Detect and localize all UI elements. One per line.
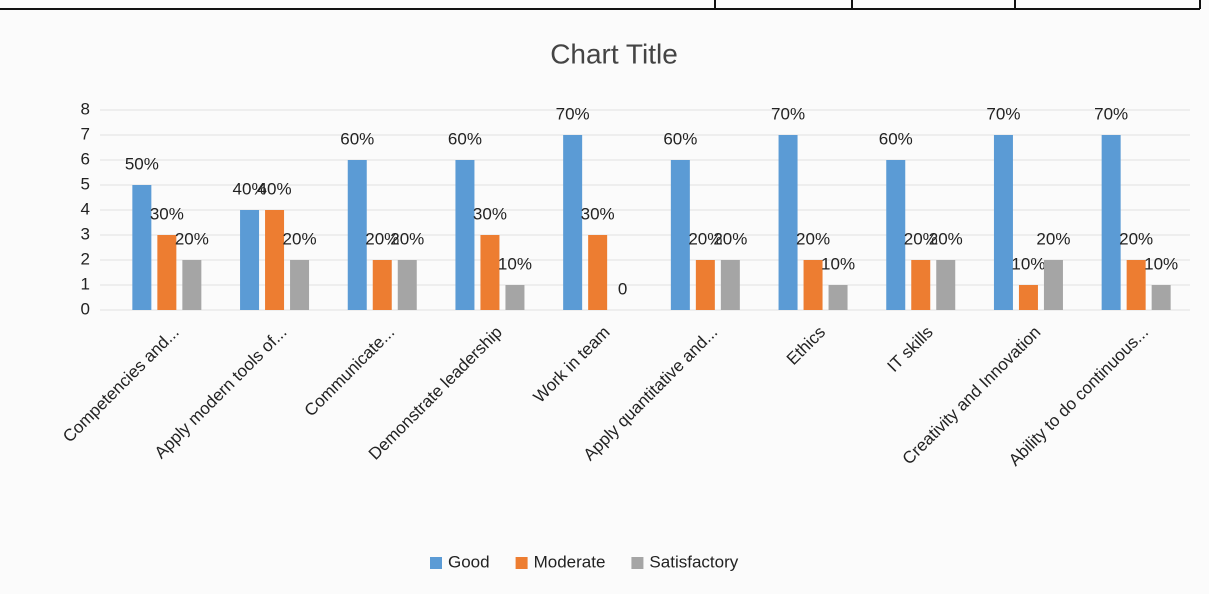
- data-label: 60%: [340, 129, 374, 148]
- bar: [588, 235, 608, 310]
- y-tick-label: 0: [81, 299, 90, 318]
- legend-swatch: [631, 557, 644, 569]
- data-label: 30%: [473, 204, 507, 223]
- data-label: 20%: [175, 229, 209, 248]
- data-label: 20%: [365, 229, 399, 248]
- data-label: 20%: [1119, 229, 1153, 248]
- bar: [182, 260, 202, 310]
- data-label: 10%: [1011, 254, 1045, 273]
- data-label: 20%: [283, 229, 317, 248]
- data-label: 20%: [390, 229, 424, 248]
- data-label: 20%: [796, 229, 830, 248]
- bar: [886, 160, 906, 310]
- data-label: 20%: [688, 229, 722, 248]
- y-tick-label: 3: [81, 224, 90, 243]
- data-label: 70%: [986, 104, 1020, 123]
- bar: [720, 260, 740, 310]
- data-label: 20%: [904, 229, 938, 248]
- data-label: 40%: [258, 179, 292, 198]
- bar: [695, 260, 715, 310]
- bar: [240, 210, 260, 310]
- data-label: 20%: [713, 229, 747, 248]
- y-tick-label: 2: [81, 249, 90, 268]
- data-label: 60%: [663, 129, 697, 148]
- y-tick-label: 4: [81, 199, 90, 218]
- data-label: 0: [618, 279, 627, 298]
- bar: [936, 260, 956, 310]
- bar: [290, 260, 310, 310]
- bar: [563, 135, 583, 310]
- bar: [505, 285, 525, 310]
- data-label: 10%: [1144, 254, 1178, 273]
- legend-label: Good: [448, 552, 490, 571]
- data-label: 30%: [581, 204, 615, 223]
- chart-title: Chart Title: [550, 38, 678, 69]
- data-label: 40%: [233, 179, 267, 198]
- bar: [993, 135, 1013, 310]
- data-label: 60%: [879, 129, 913, 148]
- bar: [265, 210, 285, 310]
- bar: [911, 260, 931, 310]
- bar: [372, 260, 392, 310]
- bar: [1151, 285, 1171, 310]
- data-label: 50%: [125, 154, 159, 173]
- bar: [828, 285, 848, 310]
- data-label: 10%: [498, 254, 532, 273]
- data-label: 30%: [150, 204, 184, 223]
- data-label: 20%: [929, 229, 963, 248]
- bar: [1101, 135, 1121, 310]
- data-label: 70%: [1094, 104, 1128, 123]
- data-label: 70%: [771, 104, 805, 123]
- bar: [1043, 260, 1063, 310]
- table-border: [0, 0, 1201, 10]
- data-label: 60%: [448, 129, 482, 148]
- data-label: 20%: [1036, 229, 1070, 248]
- data-label: 10%: [821, 254, 855, 273]
- legend-label: Moderate: [534, 552, 606, 571]
- bar: [1018, 285, 1038, 310]
- data-label: 70%: [556, 104, 590, 123]
- legend-swatch: [515, 557, 528, 569]
- y-tick-label: 8: [81, 99, 90, 118]
- legend-swatch: [430, 557, 442, 569]
- bar: [670, 160, 690, 310]
- y-tick-label: 1: [81, 274, 90, 293]
- bar: [1126, 260, 1146, 310]
- bar: [778, 135, 798, 310]
- bar: [347, 160, 367, 310]
- bar: [132, 185, 152, 310]
- y-tick-label: 5: [81, 174, 90, 193]
- y-tick-label: 7: [81, 124, 90, 143]
- bar: [397, 260, 417, 310]
- bar: [455, 160, 475, 310]
- bar: [480, 235, 500, 310]
- bar: [803, 260, 823, 310]
- legend-label: Satisfactory: [649, 552, 738, 571]
- bar: [157, 235, 177, 310]
- y-tick-label: 6: [81, 149, 90, 168]
